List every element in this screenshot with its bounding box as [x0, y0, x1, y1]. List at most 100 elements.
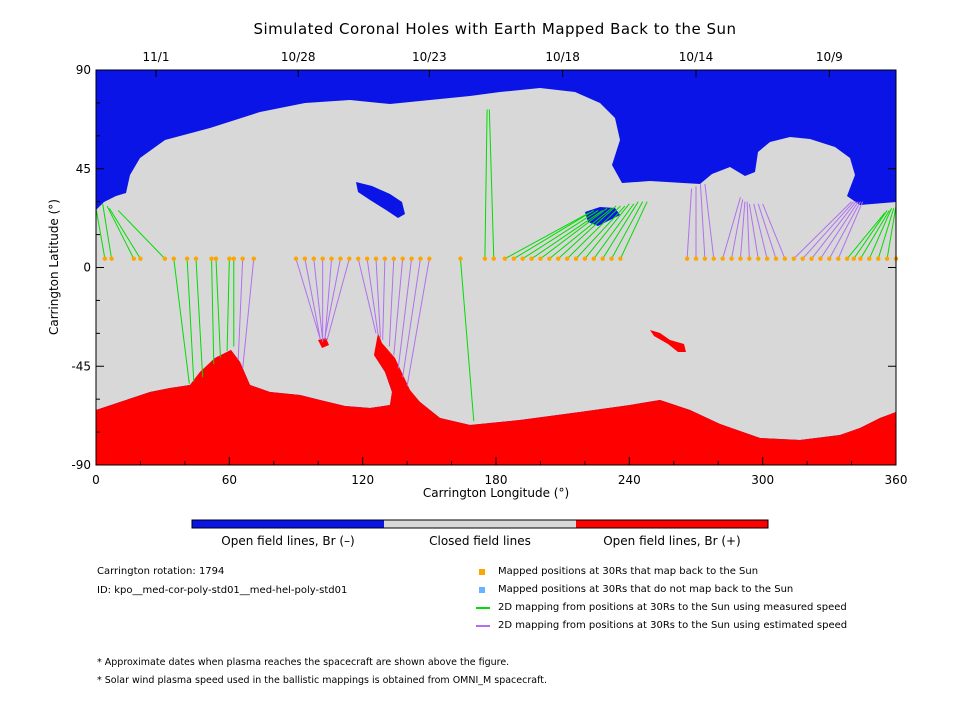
mapped-position-point [547, 256, 552, 261]
x-axis-label: Carrington Longitude (°) [423, 486, 569, 500]
estimated-mapping-line [242, 258, 255, 369]
mapped-position-point [773, 256, 779, 261]
mapped-position-point [836, 256, 841, 261]
mapped-position-point [502, 256, 508, 261]
mapped-position-point [329, 256, 334, 261]
estimated-speed-mappings [237, 184, 864, 387]
x-tick-label: 180 [485, 473, 508, 487]
measured-mapping-line [484, 109, 488, 259]
mapped-position-point [844, 256, 850, 261]
legend-label-measured: 2D mapping from positions at 30Rs to the… [498, 602, 847, 613]
colorbar-label-closed: Closed field lines [429, 534, 531, 548]
mapped-position-point [876, 256, 881, 261]
x-tick-label: 60 [222, 473, 237, 487]
x-tick-label: 300 [751, 473, 774, 487]
mapped-position-point [747, 256, 752, 261]
measured-mapping-line [186, 258, 195, 382]
mapped-position-point [818, 256, 823, 261]
estimated-mapping-line [388, 258, 395, 347]
estimated-mapping-line [393, 258, 404, 356]
measured-mapping-line [584, 203, 630, 260]
estimated-mapping-line [762, 203, 786, 259]
mapped-position-point [131, 256, 136, 261]
mapped-position-point [391, 256, 396, 261]
measured-mapping-line [877, 208, 895, 259]
estimated-mapping-line [793, 201, 852, 260]
mapped-position-point [184, 256, 190, 261]
measured-mapping-line [102, 203, 113, 259]
chart-title: Simulated Coronal Holes with Earth Mappe… [253, 20, 737, 38]
model-id-label: ID: kpo__med-cor-poly-std01__med-hel-pol… [97, 585, 348, 596]
mapped-position-point [520, 256, 525, 261]
mapped-position-point [738, 256, 743, 261]
estimated-mapping-line [746, 201, 750, 259]
mapped-position-point [764, 256, 770, 261]
mapped-position-point [702, 256, 708, 261]
estimated-mapping-line [753, 203, 768, 259]
estimated-mapping-line [757, 203, 777, 259]
mapped-position-point [609, 256, 614, 261]
top-date-label: 10/9 [816, 50, 843, 64]
mapped-position-point [311, 256, 316, 261]
mapped-position-point [684, 256, 690, 261]
mapped-position-point [356, 256, 361, 261]
mapped-position-point [347, 256, 352, 261]
north-hole-island-1 [356, 182, 405, 218]
mapped-position-point [491, 256, 496, 261]
measured-mapping-line [549, 207, 612, 260]
measured-mapping-line [602, 201, 639, 259]
mapped-position-point [600, 256, 605, 261]
measured-mapping-line [504, 212, 590, 260]
estimated-mapping-line [837, 201, 864, 259]
south-hole-island-2 [650, 330, 686, 352]
measured-mapping-line [566, 205, 621, 260]
measured-mapping-line [853, 210, 888, 260]
estimated-mapping-line [295, 258, 321, 341]
measured-mapping-line [575, 205, 626, 260]
mapped-position-point [791, 256, 796, 261]
mapped-position-point [573, 256, 579, 261]
mapped-position-point [338, 256, 343, 261]
y-tick-label: 90 [76, 63, 91, 77]
mapped-position-point [382, 256, 388, 261]
legend-swatch-unmapped [479, 587, 485, 593]
estimated-mapping-line [382, 258, 386, 340]
mapped-position-point [618, 256, 623, 261]
mapped-position-point [538, 256, 543, 261]
measured-mapping-line [619, 201, 648, 259]
legend-swatch-measured [476, 607, 490, 609]
mapped-position-point [458, 256, 463, 261]
mapped-position-point [320, 256, 325, 261]
estimated-mapping-line [731, 199, 744, 259]
estimated-mapping-line [375, 258, 381, 338]
mapped-position-point [240, 256, 245, 261]
measured-mapping-line [557, 205, 617, 260]
measured-mapping-line [226, 258, 230, 351]
mapped-position-point [858, 256, 863, 261]
y-tick-label: 0 [83, 261, 91, 275]
measured-mapping-line [846, 212, 886, 260]
top-date-label: 10/14 [679, 50, 714, 64]
estimated-mapping-line [324, 258, 333, 340]
colorbar-frame [191, 519, 769, 529]
top-date-label: 10/28 [281, 50, 316, 64]
axes: 0 60 120 180 240 300 360 90 45 0 -45 -90 11/1 10/28 10… [71, 50, 907, 487]
legend-swatch-mapped [479, 569, 485, 575]
north-hole-island-2 [585, 207, 620, 226]
x-tick-label: 120 [351, 473, 374, 487]
estimated-mapping-line [704, 184, 715, 259]
colorbar-label-positive: Open field lines, Br (+) [603, 534, 741, 548]
measured-mapping-line [95, 208, 106, 259]
legend-swatch-estimated [476, 625, 490, 627]
mapped-position-point [102, 256, 108, 261]
mapped-position-point [851, 256, 856, 261]
y-tick-label: -90 [71, 458, 91, 472]
estimated-mapping-line [748, 203, 759, 259]
measured-mapping-line [593, 203, 635, 260]
south-open-field-region [96, 333, 896, 465]
colorbar-positive [576, 520, 768, 528]
legend-label-mapped: Mapped positions at 30Rs that map back t… [498, 566, 759, 577]
measured-mapping-line [531, 210, 603, 260]
mapped-position-point [109, 256, 114, 261]
estimated-mapping-line [324, 258, 341, 338]
